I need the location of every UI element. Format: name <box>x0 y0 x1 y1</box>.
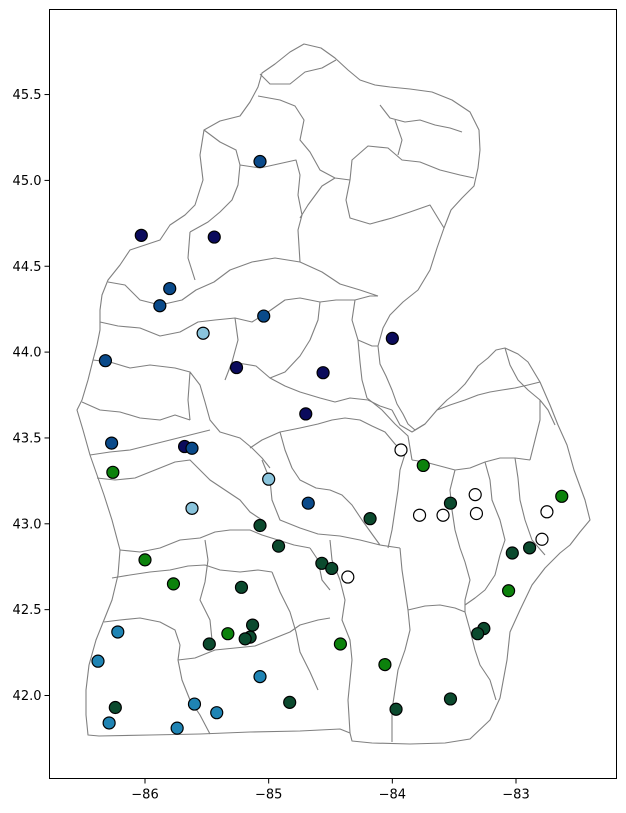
station-point <box>469 506 484 521</box>
station-point <box>325 561 339 576</box>
station-point <box>385 331 399 345</box>
station-point <box>443 692 458 706</box>
x-tick-label: −86 <box>131 788 158 803</box>
station-point <box>341 570 355 584</box>
station-point <box>443 496 458 510</box>
station-point <box>283 695 297 709</box>
y-tick-label: 44.0 <box>13 346 42 361</box>
station-point <box>234 580 249 594</box>
station-point <box>196 326 210 340</box>
y-tick-label: 45.0 <box>13 174 42 189</box>
station-point <box>253 670 267 684</box>
station-point <box>468 488 482 502</box>
station-point <box>163 281 177 296</box>
station-point <box>505 546 519 560</box>
station-point <box>185 441 199 455</box>
y-axis: 42.0 42.5 43.0 43.5 44.0 44.5 45.0 45.5 <box>13 88 50 704</box>
station-point <box>238 632 252 646</box>
station-point <box>523 541 537 555</box>
station-point <box>555 489 569 503</box>
station-point <box>333 637 347 651</box>
station-point <box>210 706 224 720</box>
station-point <box>271 539 286 553</box>
station-point <box>166 577 181 591</box>
station-point <box>540 505 554 519</box>
station-point <box>389 702 403 716</box>
station-point <box>262 472 276 486</box>
station-point <box>412 508 427 522</box>
boundary-east-1 <box>391 400 541 556</box>
station-point <box>253 518 267 533</box>
boundary-central-1 <box>261 431 401 549</box>
station-point <box>185 501 199 515</box>
station-point <box>134 228 148 242</box>
x-tick-label: −85 <box>255 788 282 803</box>
x-tick-label: −84 <box>379 788 406 803</box>
boundary-north-1 <box>257 59 475 181</box>
y-tick-label: 42.5 <box>13 603 42 618</box>
boundary-south-2 <box>309 547 497 742</box>
station-point <box>299 407 313 421</box>
station-point <box>257 309 271 323</box>
boundary-mid-4 <box>81 359 271 469</box>
station-point <box>229 360 244 375</box>
station-point <box>111 625 125 639</box>
boundary-mid-3 <box>319 295 413 461</box>
station-point <box>245 618 260 632</box>
station-point <box>221 627 235 641</box>
y-tick-label: 43.5 <box>13 431 42 446</box>
station-point <box>105 436 119 450</box>
x-axis: −86 −85 −84 −83 <box>131 778 530 803</box>
boundary-mid-5 <box>89 417 406 521</box>
boundary-north-3 <box>379 104 463 156</box>
station-point <box>102 716 116 730</box>
station-point <box>301 496 315 510</box>
station-point <box>436 508 450 522</box>
station-point <box>98 354 113 368</box>
boundary-mid-1 <box>99 257 379 337</box>
station-points <box>91 154 569 735</box>
station-point <box>394 443 408 457</box>
station-point <box>170 721 184 735</box>
y-tick-label: 42.0 <box>13 689 42 704</box>
y-tick-label: 44.5 <box>13 260 42 275</box>
plot-frame <box>49 9 617 779</box>
station-point <box>316 366 330 380</box>
x-tick-label: −83 <box>502 788 529 803</box>
boundary-east-3 <box>504 347 556 556</box>
station-point <box>187 697 202 711</box>
station-point <box>363 512 377 526</box>
station-point <box>501 584 516 598</box>
boundary-north-2 <box>189 129 445 233</box>
station-point <box>108 700 122 715</box>
peninsula-outline <box>76 43 591 745</box>
boundary-mid-2 <box>187 214 393 411</box>
station-point <box>153 299 167 313</box>
station-point <box>471 627 485 641</box>
station-point <box>138 553 152 567</box>
station-point <box>378 657 392 672</box>
station-point <box>91 654 105 668</box>
station-point <box>207 230 221 244</box>
y-tick-label: 45.5 <box>13 88 42 103</box>
y-tick-label: 43.0 <box>13 517 42 532</box>
station-point <box>106 465 120 479</box>
station-point <box>202 637 216 651</box>
boundary-thumb <box>436 381 541 411</box>
station-point <box>535 532 549 546</box>
station-point <box>253 154 267 169</box>
station-point <box>416 458 430 473</box>
